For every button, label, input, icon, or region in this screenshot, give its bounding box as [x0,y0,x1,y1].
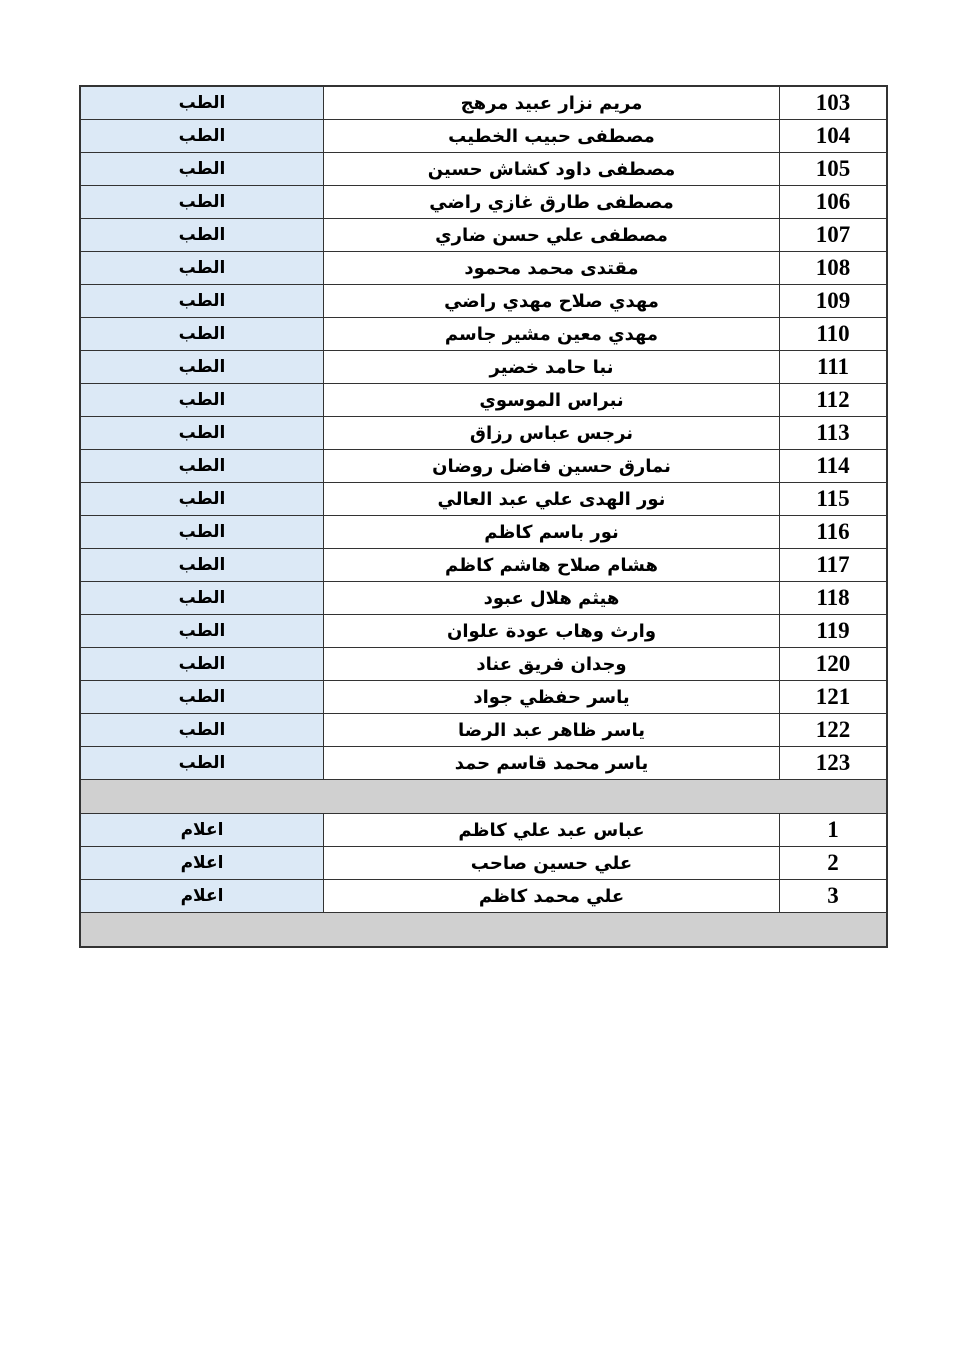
table-row: الطب نمارق حسين فاضل روضان 114 [79,449,888,483]
number-cell: 116 [779,515,888,549]
number-cell: 119 [779,614,888,648]
department-cell: الطب [79,647,324,681]
department-cell: الطب [79,218,324,252]
number-cell: 109 [779,284,888,318]
name-cell: هيثم هلال عبود [323,581,780,615]
name-cell: ياسر محمد قاسم حمد [323,746,780,780]
name-cell: نور الهدى علي عبد العالي [323,482,780,516]
name-cell: ياسر ظاهر عبد الرضا [323,713,780,747]
department-cell: الطب [79,746,324,780]
name-cell: مصطفى علي حسن ضاري [323,218,780,252]
number-cell: 107 [779,218,888,252]
table-row: الطب مهدي معين مشير جاسم 110 [79,317,888,351]
table-row: اعلام عباس عبد علي كاظم 1 [79,813,888,847]
table-row: الطب نور الهدى علي عبد العالي 115 [79,482,888,516]
department-cell: الطب [79,119,324,153]
students-table: الطب مريم نزار عبيد مرهج 103 الطب مصطفى حبيب… [79,85,888,948]
table-row: الطب مريم نزار عبيد مرهج 103 [79,85,888,120]
number-cell: 122 [779,713,888,747]
number-cell: 118 [779,581,888,615]
number-cell: 114 [779,449,888,483]
name-cell: نمارق حسين فاضل روضان [323,449,780,483]
name-cell: مريم نزار عبيد مرهج [323,85,780,120]
department-cell: الطب [79,680,324,714]
table-row: الطب هشام صلاح هاشم كاظم 117 [79,548,888,582]
number-cell: 2 [779,846,888,880]
name-cell: عباس عبد علي كاظم [323,813,780,847]
table-row: الطب مصطفى حبيب الخطيب 104 [79,119,888,153]
number-cell: 123 [779,746,888,780]
table-row: الطب مصطفى علي حسن ضاري 107 [79,218,888,252]
table-row: الطب نور باسم كاظم 116 [79,515,888,549]
name-cell: علي حسين صاحب [323,846,780,880]
table-row: الطب ياسر حفظي جواد 121 [79,680,888,714]
name-cell: هشام صلاح هاشم كاظم [323,548,780,582]
name-cell: مصطفى حبيب الخطيب [323,119,780,153]
department-cell: اعلام [79,846,324,880]
table-row: الطب نرجس عباس رزاق 113 [79,416,888,450]
separator-row [79,779,888,814]
table-row: الطب نبا حامد خضير 111 [79,350,888,384]
name-cell: علي محمد كاظم [323,879,780,913]
number-cell: 105 [779,152,888,186]
name-cell: مهدي صلاح مهدي راضي [323,284,780,318]
number-cell: 112 [779,383,888,417]
name-cell: مقتدى محمد محمود [323,251,780,285]
name-cell: مصطفى طارق غازي راضي [323,185,780,219]
department-cell: اعلام [79,879,324,913]
department-cell: الطب [79,251,324,285]
name-cell: وجدان فريق عناد [323,647,780,681]
department-cell: الطب [79,350,324,384]
name-cell: مهدي معين مشير جاسم [323,317,780,351]
department-cell: الطب [79,581,324,615]
table-row: الطب مصطفى طارق غازي راضي 106 [79,185,888,219]
department-cell: الطب [79,152,324,186]
number-cell: 108 [779,251,888,285]
department-cell: اعلام [79,813,324,847]
number-cell: 113 [779,416,888,450]
department-cell: الطب [79,713,324,747]
department-cell: الطب [79,548,324,582]
name-cell: نرجس عباس رزاق [323,416,780,450]
number-cell: 110 [779,317,888,351]
table-row: الطب ياسر ظاهر عبد الرضا 122 [79,713,888,747]
table-row: الطب وجدان فريق عناد 120 [79,647,888,681]
number-cell: 117 [779,548,888,582]
table-row: اعلام علي محمد كاظم 3 [79,879,888,913]
table-row: الطب مهدي صلاح مهدي راضي 109 [79,284,888,318]
department-cell: الطب [79,383,324,417]
number-cell: 103 [779,85,888,120]
table-row: الطب مقتدى محمد محمود 108 [79,251,888,285]
department-cell: الطب [79,614,324,648]
department-cell: الطب [79,449,324,483]
table-row: الطب نبراس الموسوي 112 [79,383,888,417]
department-cell: الطب [79,482,324,516]
number-cell: 120 [779,647,888,681]
department-cell: الطب [79,416,324,450]
table-row: الطب وارث وهاب عودة علوان 119 [79,614,888,648]
table-row: الطب مصطفى داود كشاش حسين 105 [79,152,888,186]
table-row: الطب هيثم هلال عبود 118 [79,581,888,615]
department-cell: الطب [79,185,324,219]
table-row: اعلام علي حسين صاحب 2 [79,846,888,880]
number-cell: 121 [779,680,888,714]
number-cell: 115 [779,482,888,516]
separator-row [79,912,888,948]
name-cell: نبا حامد خضير [323,350,780,384]
number-cell: 3 [779,879,888,913]
name-cell: ياسر حفظي جواد [323,680,780,714]
number-cell: 111 [779,350,888,384]
number-cell: 104 [779,119,888,153]
name-cell: نبراس الموسوي [323,383,780,417]
number-cell: 1 [779,813,888,847]
department-cell: الطب [79,85,324,120]
name-cell: نور باسم كاظم [323,515,780,549]
name-cell: وارث وهاب عودة علوان [323,614,780,648]
department-cell: الطب [79,317,324,351]
number-cell: 106 [779,185,888,219]
department-cell: الطب [79,515,324,549]
name-cell: مصطفى داود كشاش حسين [323,152,780,186]
department-cell: الطب [79,284,324,318]
table-row: الطب ياسر محمد قاسم حمد 123 [79,746,888,780]
